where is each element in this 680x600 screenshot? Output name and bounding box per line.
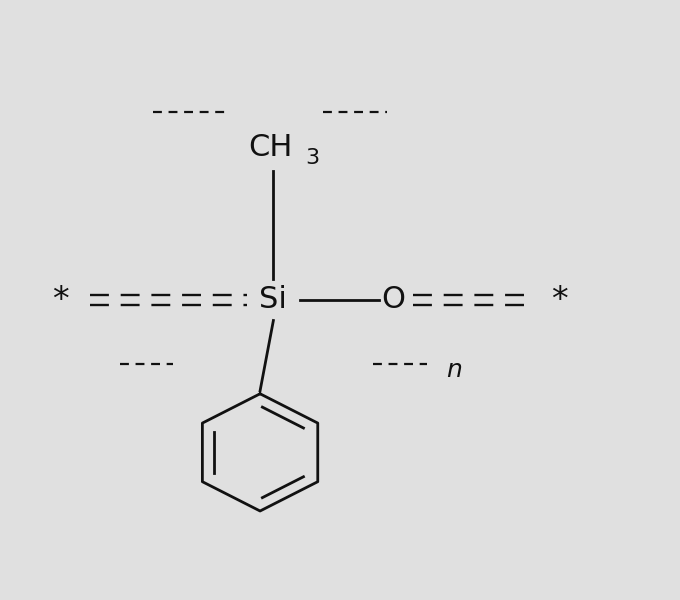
Text: n: n [447,358,462,382]
Text: 3: 3 [305,148,320,168]
Text: *: * [52,283,69,317]
Text: *: * [551,283,568,317]
Text: CH: CH [248,133,292,162]
Text: Si: Si [260,286,288,314]
Text: O: O [381,286,405,314]
